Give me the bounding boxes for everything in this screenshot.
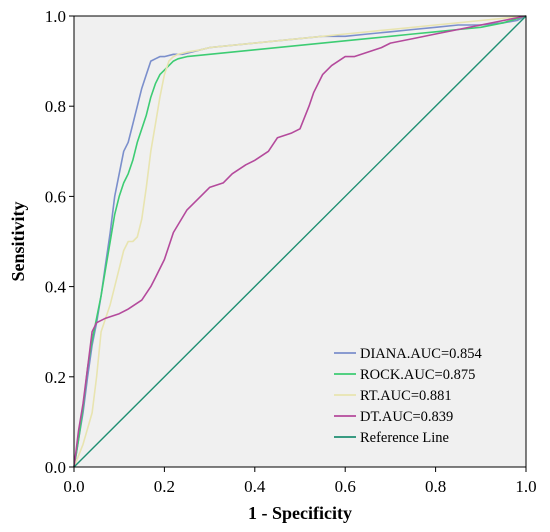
series-line-3 (73, 15, 527, 468)
x-tick-label: 1.0 (515, 477, 536, 496)
legend-label-4: Reference Line (360, 430, 449, 446)
y-tick-label: 1.0 (45, 7, 66, 26)
legend-label-0: DIANA.AUC=0.854 (360, 346, 483, 362)
legend-label-1: ROCK.AUC=0.875 (360, 367, 475, 383)
x-tick-label: 0.0 (63, 477, 84, 496)
x-tick-label: 0.4 (244, 477, 266, 496)
y-tick-label: 0.6 (45, 187, 66, 206)
legend: DIANA.AUC=0.854 ROCK.AUC=0.875 RT.AUC=0.88… (334, 346, 483, 446)
legend-label-3: DT.AUC=0.839 (360, 409, 453, 425)
y-tick-label: 0.2 (45, 368, 66, 387)
y-axis-title: Sensitivity (8, 201, 28, 281)
series-line-1 (73, 15, 527, 468)
y-tick-label: 0.0 (45, 458, 66, 477)
axis-layer: 0.0 0.2 0.4 0.6 0.8 1.0 0.0 0.2 0.4 0.6 0.8 1.0 (45, 7, 537, 496)
series-line-2 (73, 15, 527, 468)
series-line-4 (73, 15, 527, 468)
x-tick-label: 0.6 (335, 477, 356, 496)
legend-label-2: RT.AUC=0.881 (360, 388, 452, 404)
x-tick-label: 0.8 (425, 477, 446, 496)
x-tick-label: 0.2 (154, 477, 175, 496)
y-tick-label: 0.4 (45, 278, 67, 297)
y-tick-label: 0.8 (45, 97, 66, 116)
plot-frame (73, 15, 527, 468)
series-layer (73, 15, 527, 468)
x-axis-title: 1 - Specificity (248, 503, 352, 523)
